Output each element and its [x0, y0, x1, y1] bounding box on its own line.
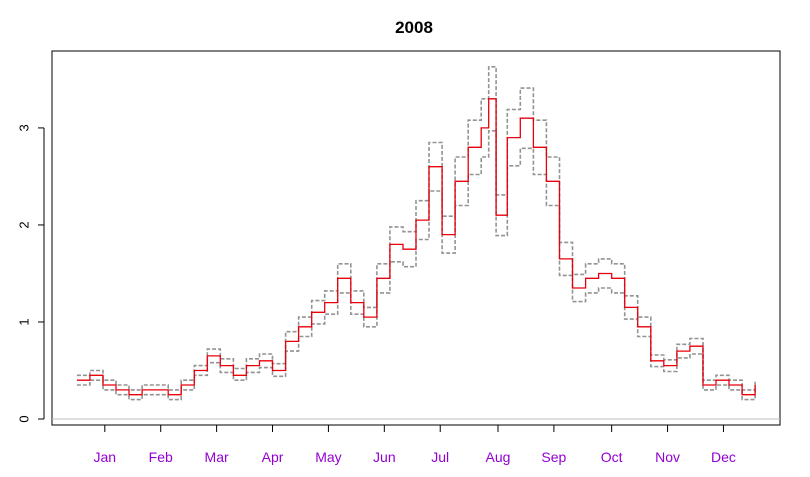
chart-title: 2008 — [395, 18, 433, 37]
x-tick-label: Sep — [541, 449, 566, 465]
series-lower-line — [76, 130, 756, 401]
x-tick-label: Jan — [94, 449, 117, 465]
x-tick-label: Apr — [262, 449, 284, 465]
chart-marks — [52, 66, 780, 420]
series-estimate-line — [76, 98, 756, 396]
x-tick-label: May — [315, 449, 341, 465]
x-tick-label: Dec — [711, 449, 736, 465]
y-tick-label: 3 — [17, 124, 32, 131]
y-axis: 0 1 2 3 — [17, 124, 45, 423]
x-tick-label: Oct — [601, 449, 623, 465]
y-tick-label: 0 — [17, 415, 32, 422]
x-tick-label: Aug — [486, 449, 511, 465]
x-tick-label: Feb — [149, 449, 173, 465]
y-tick-label: 1 — [17, 318, 32, 325]
x-axis: Jan Feb Mar Apr May Jun Jul Aug Sep Oct Nov Dec — [94, 425, 736, 465]
x-tick-label: Mar — [205, 449, 229, 465]
x-tick-label: Jun — [373, 449, 396, 465]
y-tick-label: 2 — [17, 221, 32, 228]
plot-frame — [51, 50, 781, 426]
x-tick-label: Nov — [655, 449, 680, 465]
x-tick-label: Jul — [431, 449, 449, 465]
